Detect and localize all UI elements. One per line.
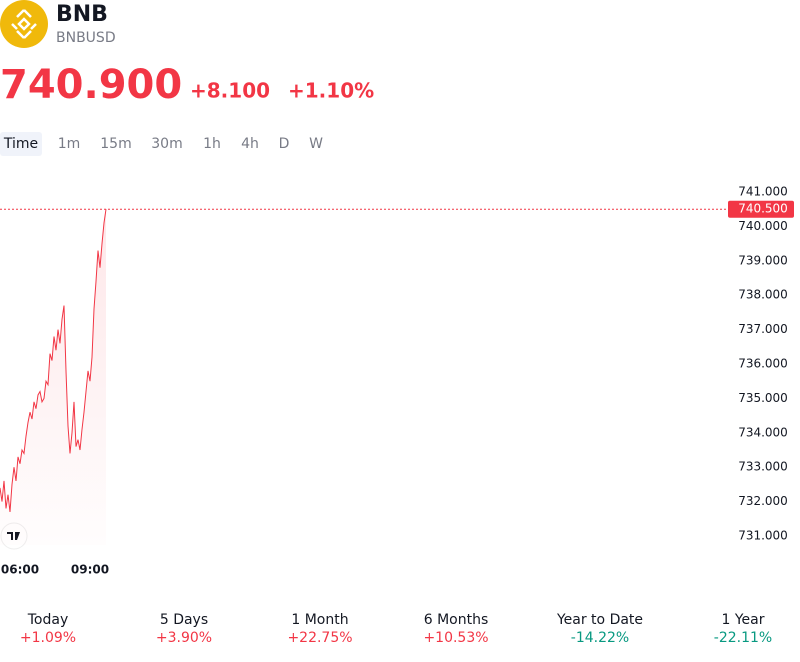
period-change[interactable]: +22.75%: [287, 630, 352, 646]
area: [0, 209, 106, 545]
change-pct: +1.10%: [288, 79, 374, 103]
y-tick-label: 738.000: [738, 288, 788, 302]
period-change[interactable]: +3.90%: [156, 630, 212, 646]
period-change[interactable]: -22.11%: [714, 630, 772, 646]
change: +8.100: [190, 79, 270, 103]
interval[interactable]: 1h: [203, 136, 221, 152]
y-tick-label: 741.000: [738, 185, 788, 199]
period-label[interactable]: 6 Months: [424, 612, 489, 628]
period-change[interactable]: +10.53%: [423, 630, 488, 646]
y-tick-label: 740.000: [738, 219, 788, 233]
interval[interactable]: D: [279, 136, 290, 152]
y-tick-label: 739.000: [738, 253, 788, 267]
symbol: BNB: [56, 2, 108, 27]
price-line: [0, 209, 107, 512]
last-price-label: 740.500: [738, 202, 788, 216]
period-change[interactable]: +1.09%: [20, 630, 76, 646]
y-tick-label: 737.000: [738, 322, 788, 336]
period-label[interactable]: 1 Month: [291, 612, 348, 628]
y-tick-label: 732.000: [738, 494, 788, 508]
x-tick-label: 09:00: [71, 563, 109, 577]
period-label[interactable]: Today: [27, 612, 69, 628]
price: 740.900: [0, 62, 182, 108]
period-change[interactable]: -14.22%: [571, 630, 629, 646]
period-label[interactable]: 1 Year: [722, 612, 765, 628]
interval[interactable]: Time: [3, 136, 38, 152]
x-tick-label: 06:00: [1, 563, 39, 577]
interval[interactable]: 4h: [241, 136, 259, 152]
period-label[interactable]: 5 Days: [160, 612, 208, 628]
active-interval: [0, 132, 42, 156]
interval[interactable]: 15m: [100, 136, 131, 152]
price-tag: [728, 200, 794, 218]
interval[interactable]: 30m: [151, 136, 182, 152]
y-tick-label: 731.000: [738, 529, 788, 543]
interval[interactable]: 1m: [58, 136, 81, 152]
y-tick-label: 734.000: [738, 425, 788, 439]
period-label[interactable]: Year to Date: [556, 612, 643, 628]
y-tick-label: 733.000: [738, 460, 788, 474]
ticker: BNBUSD: [56, 30, 116, 46]
logo: [0, 0, 48, 48]
interval[interactable]: W: [309, 136, 323, 152]
logo-mark: [11, 9, 37, 39]
y-tick-label: 736.000: [738, 357, 788, 371]
y-tick-label: 735.000: [738, 391, 788, 405]
